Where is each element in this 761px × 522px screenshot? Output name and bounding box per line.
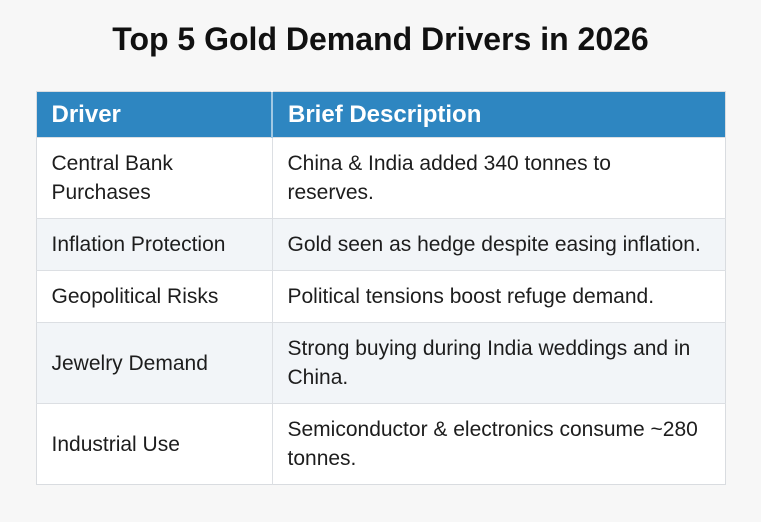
table-row: Geopolitical Risks Political tensions bo… xyxy=(36,270,725,323)
table-row: Industrial Use Semiconductor & electroni… xyxy=(36,403,725,485)
table-row: Jewelry Demand Strong buying during Indi… xyxy=(36,322,725,404)
description-cell: Semiconductor & electronics consume ~280… xyxy=(271,403,725,485)
table-row: Central Bank Purchases China & India add… xyxy=(36,137,725,219)
driver-cell: Geopolitical Risks xyxy=(36,270,272,323)
description-cell: Strong buying during India weddings and … xyxy=(271,322,725,404)
column-header-driver: Driver xyxy=(36,91,272,138)
driver-cell: Central Bank Purchases xyxy=(36,137,272,219)
page: Top 5 Gold Demand Drivers in 2026 Driver… xyxy=(0,20,761,486)
table-row: Inflation Protection Gold seen as hedge … xyxy=(36,218,725,271)
table-body: Central Bank Purchases China & India add… xyxy=(36,137,725,485)
page-title: Top 5 Gold Demand Drivers in 2026 xyxy=(112,21,649,57)
gold-demand-table: Driver Brief Description Central Bank Pu… xyxy=(35,91,726,486)
description-cell: Political tensions boost refuge demand. xyxy=(271,270,725,323)
driver-cell: Inflation Protection xyxy=(36,218,272,271)
driver-cell: Industrial Use xyxy=(36,403,272,485)
table-header-row: Driver Brief Description xyxy=(36,91,725,138)
description-cell: China & India added 340 tonnes to reserv… xyxy=(271,137,725,219)
column-header-description: Brief Description xyxy=(271,91,725,138)
description-cell: Gold seen as hedge despite easing inflat… xyxy=(271,218,725,271)
driver-cell: Jewelry Demand xyxy=(36,322,272,404)
